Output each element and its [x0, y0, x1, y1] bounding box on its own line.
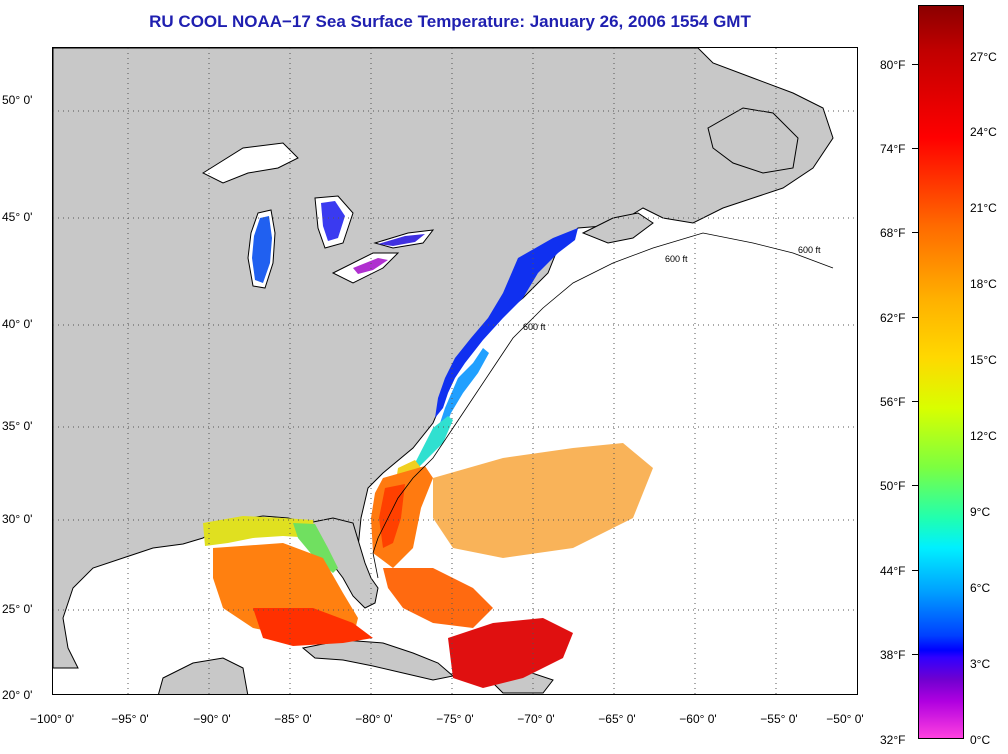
newfoundland-land	[707, 107, 799, 174]
fahrenheit-label: 50°F	[880, 479, 906, 493]
contour-label: 600 ft	[523, 322, 546, 332]
latitude-label: 25° 0'	[2, 602, 33, 616]
latitude-label: 50° 0'	[2, 93, 33, 107]
celsius-label: 0°C	[970, 733, 991, 747]
contour-label: 600 ft	[665, 254, 688, 264]
map-title: RU COOL NOAA−17 Sea Surface Temperature:…	[149, 12, 751, 31]
celsius-label: 15°C	[970, 353, 997, 367]
fahrenheit-label: 62°F	[880, 311, 906, 325]
colorbar-tick	[912, 570, 918, 571]
sst-map: 600 ft 600 ft 600 ft	[52, 47, 858, 695]
lake-superior	[201, 142, 299, 184]
cuba-land	[301, 639, 455, 681]
temperature-colorbar	[918, 5, 964, 739]
sst-gulf-green	[293, 523, 338, 573]
longitude-label: −60° 0'	[679, 712, 717, 726]
fahrenheit-label: 56°F	[880, 395, 906, 409]
contour-600ft	[372, 232, 834, 579]
celsius-label: 18°C	[970, 277, 997, 291]
longitude-label: −65° 0'	[598, 712, 636, 726]
longitude-label: −95° 0'	[111, 712, 149, 726]
fahrenheit-label: 74°F	[880, 142, 906, 156]
longitude-label: −85° 0'	[274, 712, 312, 726]
celsius-label: 24°C	[970, 125, 997, 139]
celsius-label: 21°C	[970, 201, 997, 215]
fahrenheit-label: 80°F	[880, 58, 906, 72]
colorbar-tick	[912, 232, 918, 233]
latitude-label: 20° 0'	[2, 688, 33, 702]
fahrenheit-label: 44°F	[880, 564, 906, 578]
sst-caribbean-red	[448, 618, 573, 688]
map-canvas: 600 ft 600 ft 600 ft	[53, 48, 857, 694]
sst-northeast-coast	[435, 228, 578, 418]
longitude-label: −90° 0'	[193, 712, 231, 726]
sst-open-atlantic-orange	[433, 443, 653, 558]
north-america-land	[53, 48, 834, 669]
sst-lake-michigan	[252, 216, 272, 283]
latitude-label: 40° 0'	[2, 317, 33, 331]
longitude-label: −70° 0'	[517, 712, 555, 726]
sst-bahamas-orange	[383, 568, 493, 628]
sst-gulf-west-yellow	[203, 516, 315, 546]
latitude-label: 45° 0'	[2, 210, 33, 224]
latitude-label: 35° 0'	[2, 419, 33, 433]
fahrenheit-label: 32°F	[880, 733, 906, 747]
celsius-label: 12°C	[970, 429, 997, 443]
fahrenheit-label: 68°F	[880, 226, 906, 240]
celsius-label: 3°C	[970, 657, 991, 671]
colorbar-tick	[912, 148, 918, 149]
longitude-label: −50° 0'	[826, 712, 864, 726]
sst-carolina-cyan	[415, 416, 453, 468]
sst-lake-ontario	[378, 234, 425, 246]
longitude-label: −55° 0'	[760, 712, 798, 726]
sst-lake-erie	[353, 258, 388, 274]
celsius-label: 9°C	[970, 505, 991, 519]
contour-label: 600 ft	[798, 245, 821, 255]
graticule	[53, 48, 857, 694]
longitude-label: −80° 0'	[355, 712, 393, 726]
colorbar-tick	[912, 401, 918, 402]
colorbar-tick	[912, 317, 918, 318]
sst-gulfstream-red	[379, 484, 405, 548]
yucatan-land	[158, 657, 249, 694]
sst-gulf-red	[253, 608, 373, 646]
fahrenheit-label: 38°F	[880, 648, 906, 662]
colorbar-tick	[912, 64, 918, 65]
sst-lake-huron	[321, 201, 345, 241]
latitude-label: 30° 0'	[2, 512, 33, 526]
colorbar-tick	[912, 485, 918, 486]
celsius-label: 6°C	[970, 581, 991, 595]
celsius-label: 27°C	[970, 50, 997, 64]
longitude-label: −100° 0'	[29, 712, 75, 726]
colorbar-tick	[912, 654, 918, 655]
longitude-label: −75° 0'	[436, 712, 474, 726]
